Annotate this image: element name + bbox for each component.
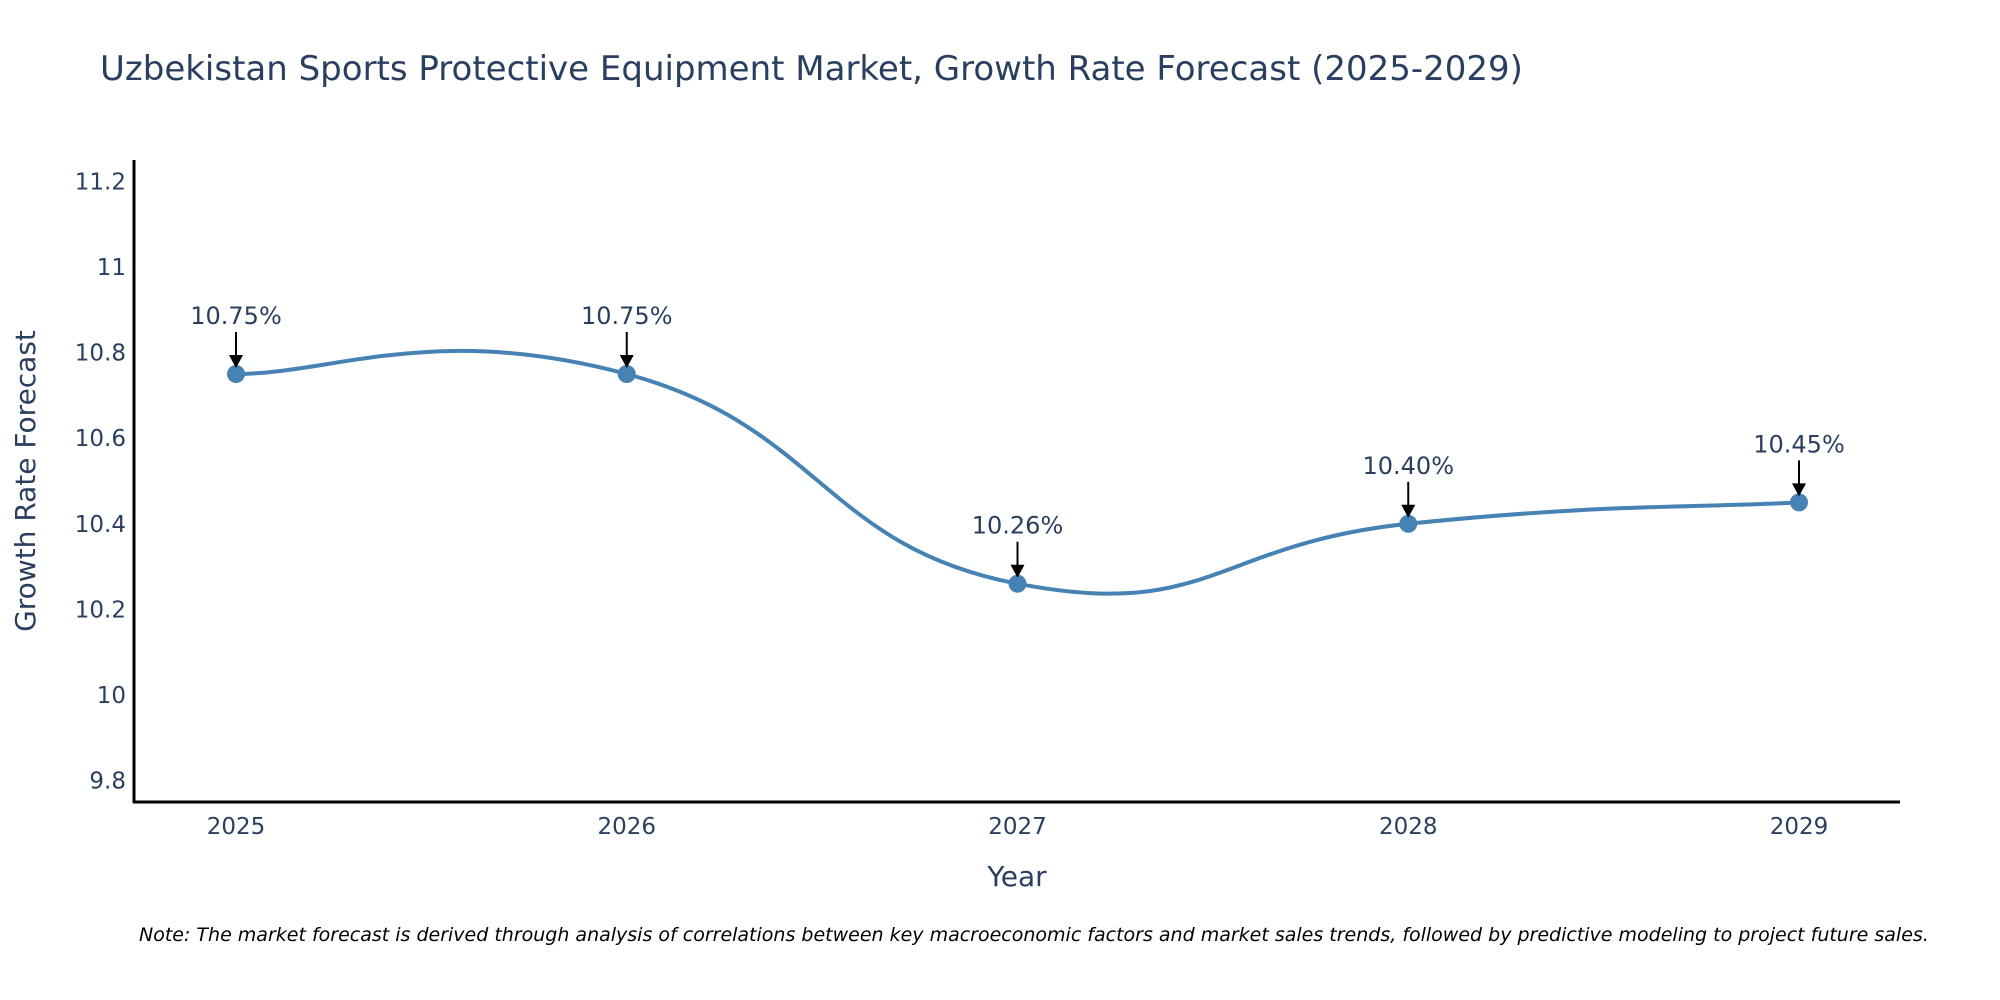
annotation-arrow-head (1792, 483, 1806, 497)
data-label: 10.45% (1753, 430, 1845, 458)
y-tick-label: 11.2 (75, 169, 126, 195)
x-tick-label: 2027 (988, 814, 1047, 840)
x-tick-label: 2029 (1770, 814, 1829, 840)
annotation-arrow-head (229, 355, 243, 368)
data-point (227, 365, 245, 383)
chart-title: Uzbekistan Sports Protective Equipment M… (100, 49, 1523, 89)
annotation-arrow-head (619, 355, 634, 368)
data-label: 10.26% (972, 512, 1064, 540)
y-tick-label: 10.6 (75, 426, 126, 452)
footnote: Note: The market forecast is derived thr… (139, 924, 1929, 946)
y-tick-label: 10.4 (75, 512, 126, 538)
data-point (1399, 514, 1418, 533)
y-axis-title: Growth Rate Forecast (9, 330, 42, 632)
annotation-arrow-head (1401, 504, 1416, 518)
data-label: 10.40% (1362, 452, 1454, 480)
data-label: 10.75% (581, 302, 673, 330)
data-point (1790, 493, 1808, 512)
y-axis-ticks: 9.8 10 10.2 10.4 10.6 10.8 11 11.2 (75, 169, 126, 794)
data-point (617, 365, 636, 383)
y-tick-label: 9.8 (89, 769, 126, 795)
x-tick-label: 2026 (597, 814, 656, 840)
annotation-arrow-head (1010, 564, 1025, 578)
x-axis-ticks: 2025 2026 2027 2028 2029 (207, 814, 1829, 840)
x-axis-title: Year (986, 860, 1047, 893)
x-tick-label: 2028 (1379, 814, 1438, 840)
data-point (1008, 574, 1027, 593)
data-label: 10.75% (190, 302, 282, 330)
data-annotations: 10.75% 10.75% 10.26% 10.40% 10.45% (190, 302, 1845, 578)
y-tick-label: 11 (97, 255, 126, 281)
data-markers (227, 365, 1808, 593)
x-tick-label: 2025 (207, 814, 266, 840)
y-tick-label: 10 (97, 683, 126, 709)
y-tick-label: 10.8 (75, 341, 126, 367)
y-tick-label: 10.2 (75, 597, 126, 623)
